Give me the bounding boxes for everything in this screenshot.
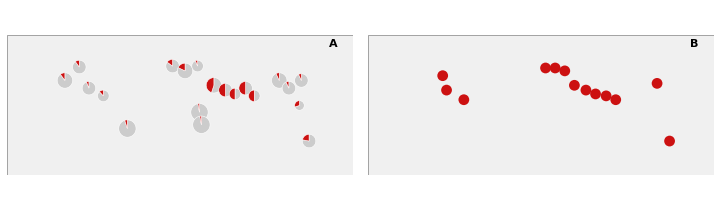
- Wedge shape: [302, 134, 316, 148]
- Wedge shape: [211, 78, 221, 93]
- Wedge shape: [177, 63, 193, 79]
- Point: [664, 139, 676, 143]
- Point: [441, 88, 452, 92]
- Point: [590, 92, 601, 96]
- Point: [549, 66, 561, 70]
- Wedge shape: [119, 120, 136, 137]
- Wedge shape: [87, 81, 89, 88]
- Point: [601, 94, 612, 98]
- Wedge shape: [276, 73, 279, 80]
- Wedge shape: [272, 73, 287, 88]
- Wedge shape: [125, 120, 128, 129]
- Wedge shape: [229, 88, 235, 100]
- Wedge shape: [286, 81, 289, 88]
- Wedge shape: [295, 74, 308, 87]
- Wedge shape: [295, 101, 299, 107]
- Point: [569, 84, 580, 87]
- Wedge shape: [206, 78, 214, 93]
- Point: [580, 88, 592, 92]
- Wedge shape: [302, 134, 309, 141]
- Wedge shape: [167, 59, 172, 66]
- Wedge shape: [235, 88, 241, 100]
- Wedge shape: [57, 73, 73, 88]
- Wedge shape: [99, 90, 103, 96]
- Wedge shape: [198, 104, 200, 112]
- Wedge shape: [282, 81, 296, 95]
- Wedge shape: [246, 81, 252, 95]
- Wedge shape: [191, 104, 208, 121]
- Wedge shape: [195, 60, 198, 66]
- Wedge shape: [73, 60, 86, 74]
- Wedge shape: [97, 90, 109, 102]
- Wedge shape: [239, 81, 246, 95]
- Wedge shape: [200, 116, 201, 125]
- Wedge shape: [295, 101, 304, 110]
- Point: [437, 74, 448, 77]
- Wedge shape: [255, 90, 260, 102]
- Point: [651, 82, 663, 85]
- Point: [540, 66, 552, 70]
- Text: A: A: [329, 39, 337, 50]
- Wedge shape: [76, 60, 79, 67]
- Text: B: B: [689, 39, 698, 50]
- Wedge shape: [218, 83, 226, 97]
- Wedge shape: [166, 59, 180, 73]
- Wedge shape: [226, 83, 232, 97]
- Wedge shape: [249, 90, 255, 102]
- Wedge shape: [61, 73, 65, 80]
- Point: [559, 69, 570, 72]
- Wedge shape: [82, 81, 96, 95]
- Wedge shape: [192, 60, 203, 72]
- Point: [458, 98, 469, 101]
- FancyBboxPatch shape: [368, 35, 714, 175]
- Wedge shape: [178, 63, 185, 71]
- FancyBboxPatch shape: [7, 35, 353, 175]
- Wedge shape: [298, 74, 301, 80]
- Point: [610, 98, 622, 101]
- Wedge shape: [193, 116, 210, 133]
